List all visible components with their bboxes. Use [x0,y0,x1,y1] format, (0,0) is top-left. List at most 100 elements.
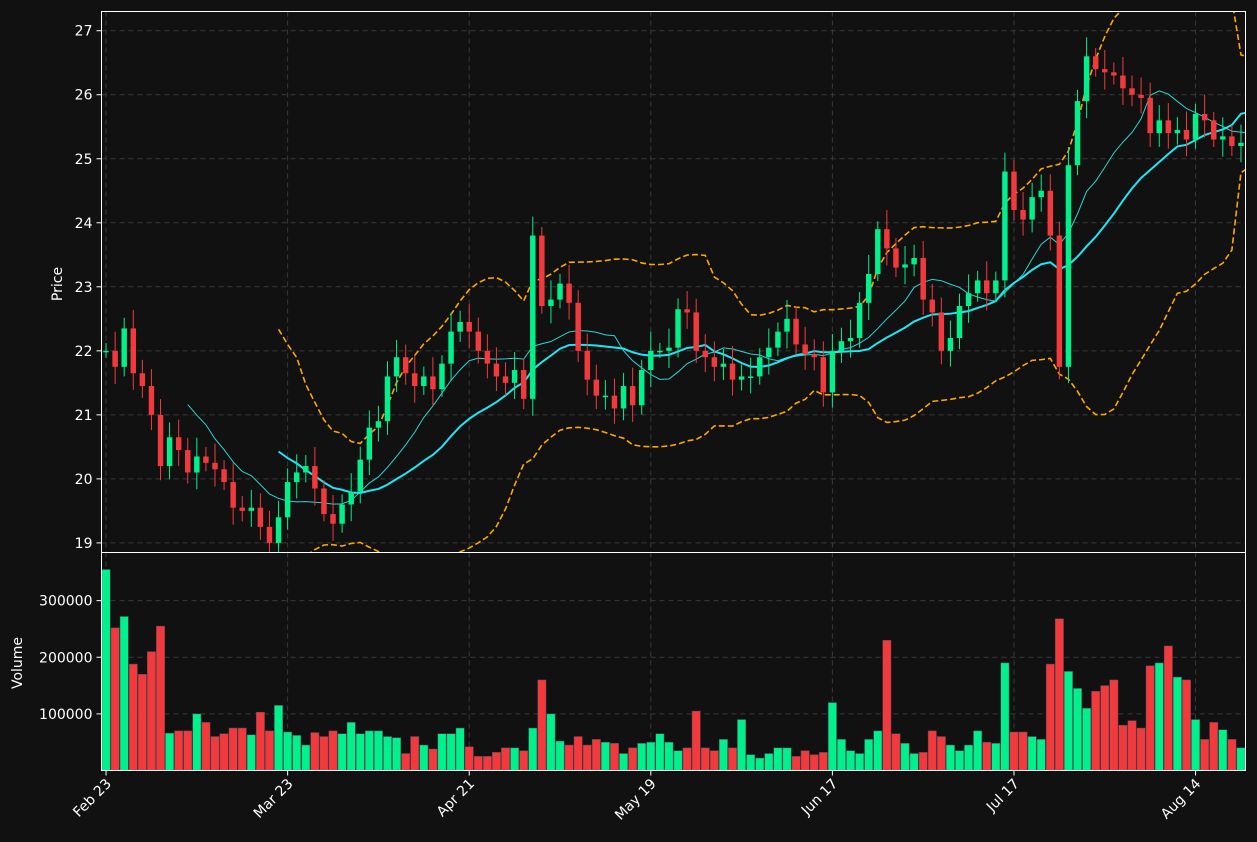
candle-body [856,302,863,339]
candle-body [484,350,491,364]
volume-bar [800,750,810,771]
volume-bar [464,746,474,771]
volume-bar [1082,707,1092,771]
volume-bar [1172,676,1182,771]
candle-body [539,235,545,307]
candle-body [175,437,182,451]
candle-body [321,488,327,515]
sma-slow-line [277,111,1246,494]
candle-body [557,283,563,300]
volume-bar [156,625,165,771]
volume-bar [319,736,329,771]
candle-body [339,504,345,524]
volume-bar [564,744,574,771]
volume-bar [591,739,601,771]
candle-body [884,229,890,249]
candle-body [511,370,518,383]
candle-body [121,328,127,367]
candle-body [775,331,781,348]
candle-body [893,248,899,268]
candle-body [393,357,400,377]
candle-body [1002,171,1008,281]
candle-body [1138,94,1144,98]
volume-bar [909,753,919,771]
candle-body [911,257,917,265]
candle-body [693,312,699,351]
volume-bar [1136,727,1146,771]
candle-body [1011,171,1017,210]
candle-body [729,363,736,380]
volume-bar [728,747,737,771]
volume-bar [646,741,656,771]
candle-body [548,299,554,307]
candle-body [330,514,336,524]
candle-body [811,354,817,358]
volume-bar [274,705,283,771]
volume-bar [537,679,547,771]
candle-body [720,363,727,367]
candle-body [1038,190,1044,198]
candle-body [157,414,164,467]
volume-bar [1118,724,1128,771]
candle-body [675,309,681,348]
volume-bars [101,569,1246,771]
volume-bar [945,744,955,771]
candle-body [1147,97,1153,134]
volume-bar [119,616,129,771]
volume-bar [964,744,974,771]
volume-bar [110,627,120,771]
candle-body [965,293,972,307]
candle-body [293,472,300,483]
volume-bar [973,730,983,771]
volume-bar [682,747,692,771]
candle-body [1201,113,1208,121]
candle-body [348,491,354,505]
candle-body [1220,136,1226,140]
candle-body [920,257,926,300]
candle-body [284,482,291,518]
volume-bar [292,735,302,771]
volume-bar [637,743,647,771]
candle-body [1092,56,1099,70]
volume-bar [991,743,1001,771]
candle-body [648,350,654,371]
candle-body [902,264,908,268]
volume-bar [791,756,801,771]
candle-body [1083,56,1090,102]
volume-bar [882,640,892,771]
volume-bar [673,750,683,771]
candle-body [203,456,209,463]
candle-body [1183,129,1190,140]
candle-body [221,469,227,483]
volume-bar [437,733,447,771]
volume-bar [1073,688,1082,771]
volume-bar [1045,663,1055,771]
candle-body [266,526,273,543]
candle-body [1156,120,1162,134]
candle-body [875,229,881,274]
candle-body [493,363,500,377]
volume-bar [900,743,910,771]
volume-bar [137,673,147,771]
moving-averages [187,90,1246,505]
volume-bar [283,731,293,771]
volume-y-axis: 100000 200000 300000 [39,594,102,723]
volume-bar [691,710,701,771]
candle-body [212,462,218,470]
volume-axis-title: Volume [10,637,26,689]
volume-bar [1163,645,1173,771]
candle-body [430,376,436,390]
volume-bar [955,750,964,771]
volume-bar [818,752,828,771]
volume-bar [237,727,247,771]
volume-bar [473,756,483,771]
candle-body [130,328,137,374]
candle-body [611,395,618,409]
volume-bar [610,743,619,771]
price-tick-label: 26 [75,88,93,104]
candle-body [530,235,536,399]
candle-body [766,347,772,358]
volume-bar [873,730,883,771]
volume-bar [1018,731,1028,771]
candle-body [711,357,718,367]
